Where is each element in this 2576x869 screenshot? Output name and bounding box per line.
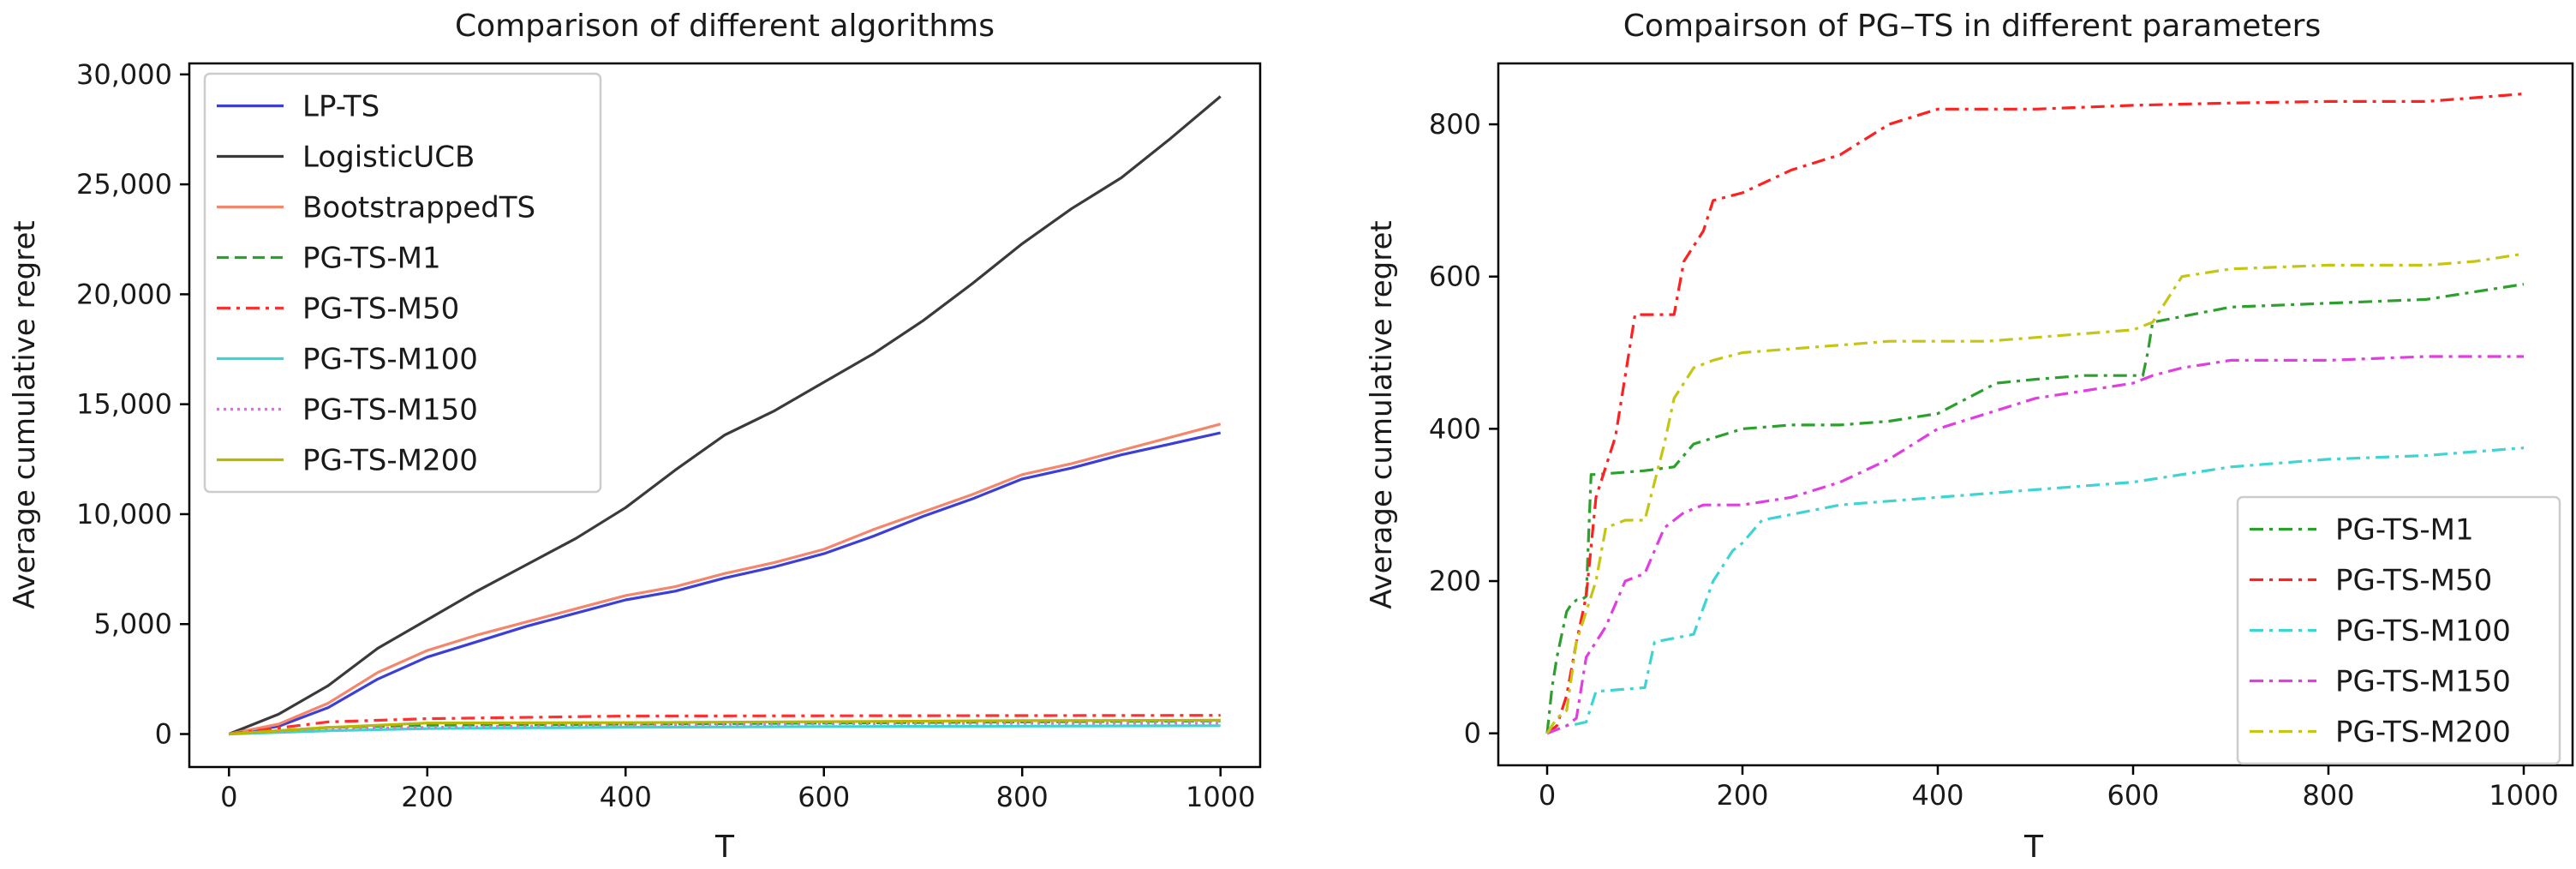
chart-left-title: Comparison of different algorithms <box>455 9 995 44</box>
legend-label: BootstrappedTS <box>302 191 535 225</box>
x-tick-label: 600 <box>798 781 850 813</box>
x-tick-label: 1000 <box>1186 781 1255 813</box>
legend-label: PG-TS-M1 <box>2335 513 2474 548</box>
x-tick-label: 1000 <box>2489 779 2558 812</box>
y-tick-label: 15,000 <box>76 388 172 421</box>
series-line-pg-ts-m200 <box>229 718 1221 736</box>
legend-label: PG-TS-M100 <box>302 343 478 377</box>
series-line-pg-ts-m1 <box>1545 283 2525 734</box>
y-tick-label: 0 <box>1464 717 1481 750</box>
series-line-pg-ts-m100 <box>1546 446 2525 735</box>
chart-right-ylabel: Average cumulative regret <box>1365 220 1399 608</box>
y-tick-label: 5,000 <box>93 608 172 640</box>
x-tick-label: 200 <box>1716 779 1768 812</box>
y-tick-label: 800 <box>1429 108 1481 141</box>
series-line-pg-ts-m200 <box>1545 252 2525 734</box>
legend-frame <box>2236 495 2561 765</box>
legend-label: PG-TS-M200 <box>302 444 478 478</box>
x-tick-label: 0 <box>1539 779 1556 812</box>
legend-label: PG-TS-M50 <box>302 292 459 327</box>
legend-frame <box>203 72 602 494</box>
chart-right: Compairson of PG–TS in different paramet… <box>1365 9 2574 865</box>
series-line-bootstrappedts <box>228 423 1222 736</box>
y-tick-label: 600 <box>1429 261 1481 293</box>
chart-right-plot-area <box>1497 62 2574 767</box>
x-tick-label: 400 <box>1911 779 1963 812</box>
x-tick-label: 800 <box>996 781 1049 813</box>
series-line-lp-ts <box>229 431 1222 736</box>
y-tick-label: 200 <box>1429 565 1481 597</box>
legend-label: LP-TS <box>302 90 380 124</box>
y-tick-label: 0 <box>155 718 172 751</box>
series-line-logisticucb <box>228 95 1222 735</box>
y-tick-label: 30,000 <box>76 58 172 91</box>
legend-label: PG-TS-M200 <box>2335 716 2511 750</box>
x-tick-label: 800 <box>2302 779 2354 812</box>
chart-left-legend: LP-TS LogisticUCB BootstrappedTS PG-TS-M1 PG… <box>203 72 602 494</box>
x-tick-label: 600 <box>2107 779 2159 812</box>
y-tick-label: 20,000 <box>76 278 172 310</box>
legend-label: PG-TS-M100 <box>2335 614 2511 649</box>
legend-label: PG-TS-M50 <box>2335 564 2492 598</box>
y-tick-label: 25,000 <box>76 168 172 201</box>
chart-left: Comparison of different algorithms 0 200 4… <box>8 9 1262 865</box>
chart-left-ylabel: Average cumulative regret <box>8 220 42 608</box>
x-tick-label: 0 <box>220 781 237 813</box>
chart-right-xlabel: T <box>2023 830 2044 865</box>
series-line-pg-ts-m50 <box>229 714 1221 736</box>
chart-left-xlabel: T <box>714 830 735 865</box>
series-line-pg-ts-m150 <box>1546 355 2524 735</box>
legend-label: PG-TS-M1 <box>302 242 441 276</box>
x-tick-label: 200 <box>401 781 453 813</box>
chart-left-plot-area <box>188 62 1262 769</box>
series-line-pg-ts-m50 <box>1546 92 2525 734</box>
chart-right-title: Compairson of PG–TS in different paramet… <box>1623 9 2321 44</box>
chart-right-legend: PG-TS-M1 PG-TS-M50 PG-TS-M100 PG-TS-M150 PG-… <box>2236 495 2561 765</box>
series-line-pg-ts-m100 <box>229 724 1221 736</box>
legend-label: LogisticUCB <box>302 141 475 175</box>
legend-label: PG-TS-M150 <box>2335 665 2511 699</box>
legend-label: PG-TS-M150 <box>302 393 478 428</box>
y-tick-label: 400 <box>1429 412 1481 445</box>
x-tick-label: 400 <box>600 781 652 813</box>
y-tick-label: 10,000 <box>76 498 172 530</box>
